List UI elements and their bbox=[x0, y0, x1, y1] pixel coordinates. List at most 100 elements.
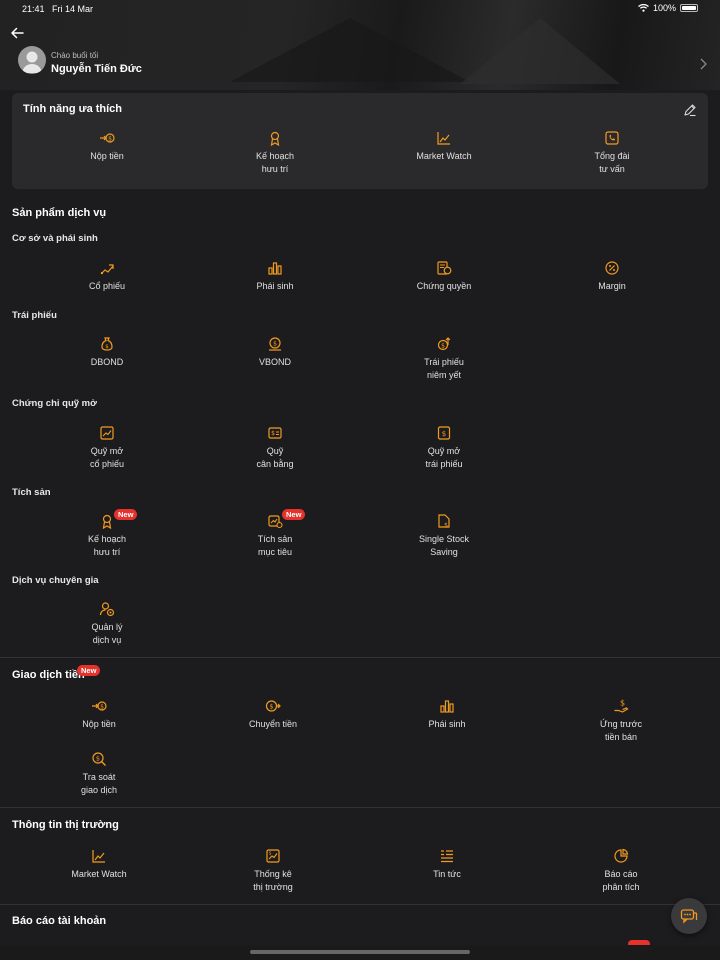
dbond-icon: $ bbox=[101, 337, 113, 351]
avatar[interactable] bbox=[18, 46, 46, 74]
derivative-icon bbox=[268, 262, 282, 275]
tile-bond-fund[interactable]: $ Quỹ mở trái phiếu bbox=[384, 425, 504, 470]
group-title: Tích sản bbox=[12, 487, 51, 498]
status-date: Fri 14 Mar bbox=[52, 4, 94, 14]
goal-saving-icon bbox=[268, 515, 283, 529]
market-watch-icon bbox=[92, 850, 105, 863]
deposit-icon: $ bbox=[92, 701, 107, 711]
tile-label: Quỹ cân bằng bbox=[256, 446, 294, 469]
tile-label: Kế hoạch hưu trí bbox=[255, 151, 295, 174]
battery-icon bbox=[680, 4, 698, 12]
header-decoration bbox=[230, 18, 470, 82]
tile-single-stock[interactable]: $ Single Stock Saving bbox=[384, 513, 504, 558]
tile-stats[interactable]: $ Thống kê thị trường bbox=[213, 848, 333, 893]
new-badge: New bbox=[114, 509, 138, 520]
tile-label: Single Stock Saving bbox=[418, 534, 470, 557]
advance-icon: $ bbox=[614, 699, 629, 713]
tile-lookup[interactable]: $ Tra soát giao dịch bbox=[39, 751, 159, 796]
svg-text:$: $ bbox=[269, 703, 273, 711]
edit-icon[interactable] bbox=[683, 103, 697, 117]
new-badge: New bbox=[282, 509, 306, 520]
svg-text:$: $ bbox=[442, 430, 446, 438]
tile-vbond[interactable]: $ VBOND bbox=[215, 336, 335, 369]
tile-derivative[interactable]: Phái sinh bbox=[387, 698, 507, 731]
divider bbox=[0, 657, 720, 658]
greeting-text: Chào buổi tối bbox=[51, 51, 99, 60]
transfer-icon: $ bbox=[265, 700, 281, 712]
listed-bond-icon: $ bbox=[437, 337, 451, 351]
tile-label: Thống kê thị trường bbox=[253, 869, 293, 892]
tile-deposit[interactable]: $ Nộp tiền bbox=[47, 130, 167, 163]
svg-text:$: $ bbox=[444, 522, 448, 529]
tile-label: Quỹ mở cổ phiếu bbox=[89, 446, 125, 469]
tile-transfer[interactable]: $ Chuyển tiền bbox=[213, 698, 333, 731]
svg-text:$: $ bbox=[108, 136, 112, 143]
favorites-card: Tính năng ưa thích bbox=[12, 93, 708, 189]
retirement-icon bbox=[270, 131, 280, 146]
tile-news[interactable]: Tin tức bbox=[387, 848, 507, 881]
chevron-right-icon[interactable] bbox=[698, 58, 708, 70]
home-indicator[interactable] bbox=[250, 950, 470, 954]
tile-label: Tin tức bbox=[433, 869, 461, 879]
retirement-icon bbox=[102, 514, 112, 529]
market-title: Thông tin thị trường bbox=[12, 819, 119, 831]
tile-retirement[interactable]: Kế hoạch hưu trí bbox=[215, 130, 335, 175]
svg-text:$: $ bbox=[441, 343, 445, 350]
tile-label: Nộp tiền bbox=[82, 719, 116, 729]
chat-icon bbox=[680, 909, 698, 924]
derivative-icon bbox=[440, 700, 454, 713]
tile-goal-saving[interactable]: Tích sản mục tiêu New bbox=[215, 509, 335, 558]
tile-label: Tra soát giao dịch bbox=[80, 772, 118, 795]
back-arrow-icon[interactable] bbox=[8, 24, 26, 42]
status-right: 100% bbox=[638, 3, 698, 13]
report-icon bbox=[614, 848, 629, 863]
products-title: Sản phẩm dịch vụ bbox=[12, 207, 107, 219]
tile-label: Cổ phiếu bbox=[88, 281, 126, 291]
tile-derivative[interactable]: Phái sinh bbox=[215, 260, 335, 293]
tile-label: Ứng trước tiền bán bbox=[599, 719, 643, 742]
tile-balanced-fund[interactable]: $ Quỹ cân bằng bbox=[215, 425, 335, 470]
svg-text:$: $ bbox=[273, 341, 277, 348]
tile-label: Market Watch bbox=[416, 151, 472, 161]
group-title: Trái phiếu bbox=[12, 310, 57, 321]
tile-label: Nộp tiền bbox=[90, 151, 124, 161]
tile-report[interactable]: Báo cáo phân tích bbox=[561, 848, 681, 893]
tile-margin[interactable]: Margin bbox=[552, 260, 672, 293]
tile-label: Quản lý dịch vụ bbox=[91, 622, 123, 645]
tile-label: Phái sinh bbox=[256, 281, 294, 291]
tile-warrant[interactable]: Chứng quyền bbox=[384, 260, 504, 293]
svg-text:$: $ bbox=[105, 344, 109, 350]
tile-dbond[interactable]: $ DBOND bbox=[47, 336, 167, 369]
tile-stock[interactable]: Cổ phiếu bbox=[47, 260, 167, 293]
tile-advance[interactable]: $ Ứng trước tiền bán bbox=[561, 698, 681, 743]
divider bbox=[0, 807, 720, 808]
tile-label: VBOND bbox=[258, 357, 291, 367]
hotline-icon bbox=[605, 131, 619, 145]
tile-hotline[interactable]: Tổng đài tư vấn bbox=[552, 130, 672, 175]
equity-fund-icon bbox=[100, 426, 114, 440]
tile-retirement[interactable]: Kế hoạch hưu trí New bbox=[47, 509, 167, 558]
news-icon bbox=[441, 850, 453, 863]
stats-icon: $ bbox=[266, 849, 280, 863]
service-manage-icon bbox=[99, 602, 115, 617]
tile-label: DBOND bbox=[90, 357, 124, 367]
tile-label: Báo cáo phân tích bbox=[602, 869, 640, 892]
tile-label: Phái sinh bbox=[428, 719, 466, 729]
tile-label: Tổng đài tư vấn bbox=[594, 151, 630, 174]
new-badge-partial bbox=[628, 940, 650, 948]
tile-label: Chuyển tiền bbox=[248, 719, 298, 729]
tile-deposit[interactable]: $ Nộp tiền bbox=[39, 698, 159, 731]
tile-equity-fund[interactable]: Quỹ mở cổ phiếu bbox=[47, 425, 167, 470]
profile-header bbox=[0, 0, 720, 90]
divider bbox=[0, 904, 720, 905]
user-name[interactable]: Nguyễn Tiến Đức bbox=[51, 63, 142, 75]
battery-percent: 100% bbox=[652, 3, 676, 13]
market-watch-icon bbox=[437, 132, 450, 145]
stock-icon bbox=[100, 264, 114, 275]
chat-support-button[interactable] bbox=[671, 898, 707, 934]
tile-market-watch[interactable]: Market Watch bbox=[39, 848, 159, 881]
group-title: Dịch vụ chuyên gia bbox=[12, 575, 99, 586]
tile-listed-bond[interactable]: $ Trái phiếu niêm yết bbox=[384, 336, 504, 381]
tile-market-watch[interactable]: Market Watch bbox=[384, 130, 504, 163]
tile-service-manage[interactable]: Quản lý dịch vụ bbox=[47, 601, 167, 646]
